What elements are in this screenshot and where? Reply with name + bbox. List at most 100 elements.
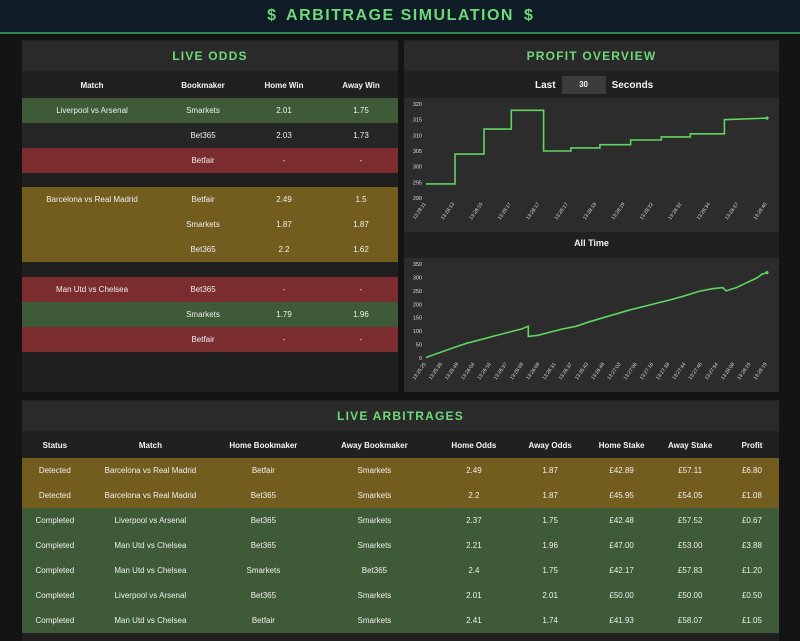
odds-col-header: Away Win — [342, 80, 380, 90]
arb-cell-profit: £0.67 — [741, 516, 762, 525]
odds-col-header: Match — [80, 80, 104, 90]
odds-cell-bookmaker: Betfair — [191, 335, 215, 344]
odds-col-header: Bookmaker — [181, 80, 225, 90]
arbitrage-row: Detected Barcelona vs Real Madrid Betfair S… — [22, 458, 779, 483]
arb-cell-home-bm: Bet365 — [250, 491, 277, 500]
arb-cell-away-odds: 1.75 — [542, 516, 558, 525]
alltime-xtick: 13:26:37 — [493, 362, 509, 382]
all-time-profit-chart: 0 50 100 150 200 250 300 350 13:25:25 13:25:38 13:… — [404, 258, 779, 392]
alltime-xtick: 13:26:49 — [590, 362, 606, 382]
alltime-xtick: 13:26:04 — [460, 362, 476, 382]
arb-cell-home-bm: Betfair — [251, 616, 275, 625]
alltime-xtick: 13:26:43 — [574, 362, 590, 382]
odds-cell-home: - — [282, 335, 286, 344]
arb-col-header: Away Stake — [668, 440, 713, 450]
alltime-xtick: 13:25:25 — [412, 362, 428, 382]
alltime-xtick: 13:27:03 — [606, 362, 622, 382]
arbitrage-row: Completed Liverpool vs Arsenal Bet365 Smark… — [22, 508, 779, 533]
arb-cell-home-odds: 2.4 — [468, 566, 480, 575]
all-time-label: All Time — [574, 238, 609, 248]
alltime-xtick: 13:28:08 — [720, 362, 736, 382]
recent-xtick: 13:28:17 — [525, 202, 541, 222]
odds-col-header: Home Win — [264, 80, 304, 90]
odds-cell-home: 2.49 — [276, 195, 292, 204]
odds-cell-bookmaker: Smarkets — [186, 220, 220, 229]
arb-cell-away-bm: Bet365 — [361, 566, 388, 575]
recent-xtick: 13:28:13 — [440, 202, 456, 222]
alltime-xtick: 13:27:16 — [639, 362, 655, 382]
odds-cell-away: 1.5 — [355, 195, 367, 204]
alltime-xtick: 13:26:31 — [541, 362, 557, 382]
odds-row: Bet365 2.2 1.62 — [22, 237, 398, 262]
odds-cell-away: 1.87 — [353, 220, 369, 229]
arb-col-header: Profit — [741, 440, 763, 450]
arb-cell-away-stake: £53.00 — [677, 541, 703, 550]
dollar-icon: $ — [523, 7, 533, 24]
alltime-ytick: 100 — [413, 329, 422, 335]
alltime-ytick: 50 — [416, 343, 422, 349]
arb-cell-home-bm: Betfair — [251, 466, 275, 475]
recent-xtick: 13:28:34 — [696, 202, 712, 222]
dollar-icon: $ — [267, 7, 277, 24]
odds-row: Betfair - - — [22, 327, 398, 352]
arb-cell-away-bm: Smarkets — [357, 541, 392, 550]
arb-cell-home-odds: 2.49 — [466, 466, 482, 475]
arb-cell-away-stake: £57.83 — [677, 566, 703, 575]
alltime-ytick: 250 — [413, 289, 422, 295]
arb-cell-away-stake: £57.11 — [678, 466, 703, 475]
recent-ytick: 290 — [413, 196, 422, 202]
odds-group-separator — [22, 173, 398, 187]
alltime-profit-line — [425, 271, 768, 359]
arb-col-header: Away Bookmaker — [341, 440, 408, 450]
odds-cell-bookmaker: Betfair — [191, 156, 215, 165]
arb-cell-home-odds: 2.21 — [466, 541, 482, 550]
arb-cell-profit: £6.80 — [741, 466, 762, 475]
arb-cell-away-bm: Smarkets — [357, 491, 392, 500]
recent-xtick: 13:28:19 — [610, 202, 626, 222]
recent-xtick: 13:28:15 — [468, 202, 484, 222]
odds-row: Liverpool vs Arsenal Smarkets 2.01 1.75 — [22, 98, 398, 123]
arb-cell-away-stake: £50.00 — [677, 591, 703, 600]
odds-cell-match: Liverpool vs Arsenal — [56, 106, 128, 115]
arb-cell-away-stake: £58.07 — [677, 616, 703, 625]
recent-xtick: 13:28:17 — [497, 202, 513, 222]
arb-cell-home-stake: £50.00 — [609, 591, 634, 600]
recent-ytick: 315 — [413, 118, 422, 124]
arb-cell-home-stake: £42.89 — [609, 466, 634, 475]
alltime-xtick: 13:28:19 — [753, 362, 769, 382]
arb-cell-away-bm: Smarkets — [357, 516, 392, 525]
odds-cell-match: Man Utd vs Chelsea — [55, 285, 129, 294]
arb-cell-home-odds: 2.01 — [466, 591, 482, 600]
arbitrage-row: Completed Man Utd vs Chelsea Smarkets Bet36… — [22, 558, 779, 583]
arb-cell-profit: £0.50 — [741, 591, 762, 600]
recent-ytick: 300 — [413, 165, 422, 171]
alltime-xtick: 13:27:06 — [623, 362, 639, 382]
recent-xtick: 13:28:40 — [753, 202, 769, 222]
recent-ytick: 305 — [413, 149, 422, 155]
alltime-xtick: 13:27:38 — [655, 362, 671, 382]
arb-cell-status: Detected — [38, 491, 71, 500]
recent-ytick: 310 — [413, 133, 422, 139]
seconds-label: Seconds — [611, 79, 654, 91]
arb-col-header: Match — [138, 440, 162, 450]
last-label: Last — [535, 79, 556, 91]
arb-cell-status: Completed — [35, 616, 75, 625]
recent-profit-chart-svg: 290 295 300 305 310 315 320 13:28:11 13:28:13 13:… — [412, 102, 769, 222]
arb-cell-away-odds: 1.74 — [542, 616, 558, 625]
arb-cell-status: Completed — [35, 541, 75, 550]
arb-cell-away-bm: Smarkets — [357, 591, 392, 600]
odds-row: Smarkets 1.79 1.96 — [22, 302, 398, 327]
arbitrage-row: Detected Barcelona vs Real Madrid Bet365 Sm… — [22, 483, 779, 508]
arbitrage-row: Completed Man Utd vs Chelsea Bet365 Smarket… — [22, 533, 779, 558]
arb-cell-match: Man Utd vs Chelsea — [114, 616, 187, 625]
alltime-xtick: 13:25:49 — [444, 362, 460, 382]
recent-ytick: 295 — [413, 180, 422, 186]
seconds-input[interactable]: 30 — [561, 76, 606, 94]
arb-cell-home-odds: 2.2 — [468, 491, 480, 500]
odds-cell-bookmaker: Smarkets — [186, 106, 220, 115]
arb-cell-match: Liverpool vs Arsenal — [114, 516, 187, 525]
odds-cell-bookmaker: Bet365 — [190, 245, 216, 254]
arb-col-header: Status — [42, 440, 68, 450]
arb-cell-home-stake: £45.95 — [609, 491, 634, 500]
